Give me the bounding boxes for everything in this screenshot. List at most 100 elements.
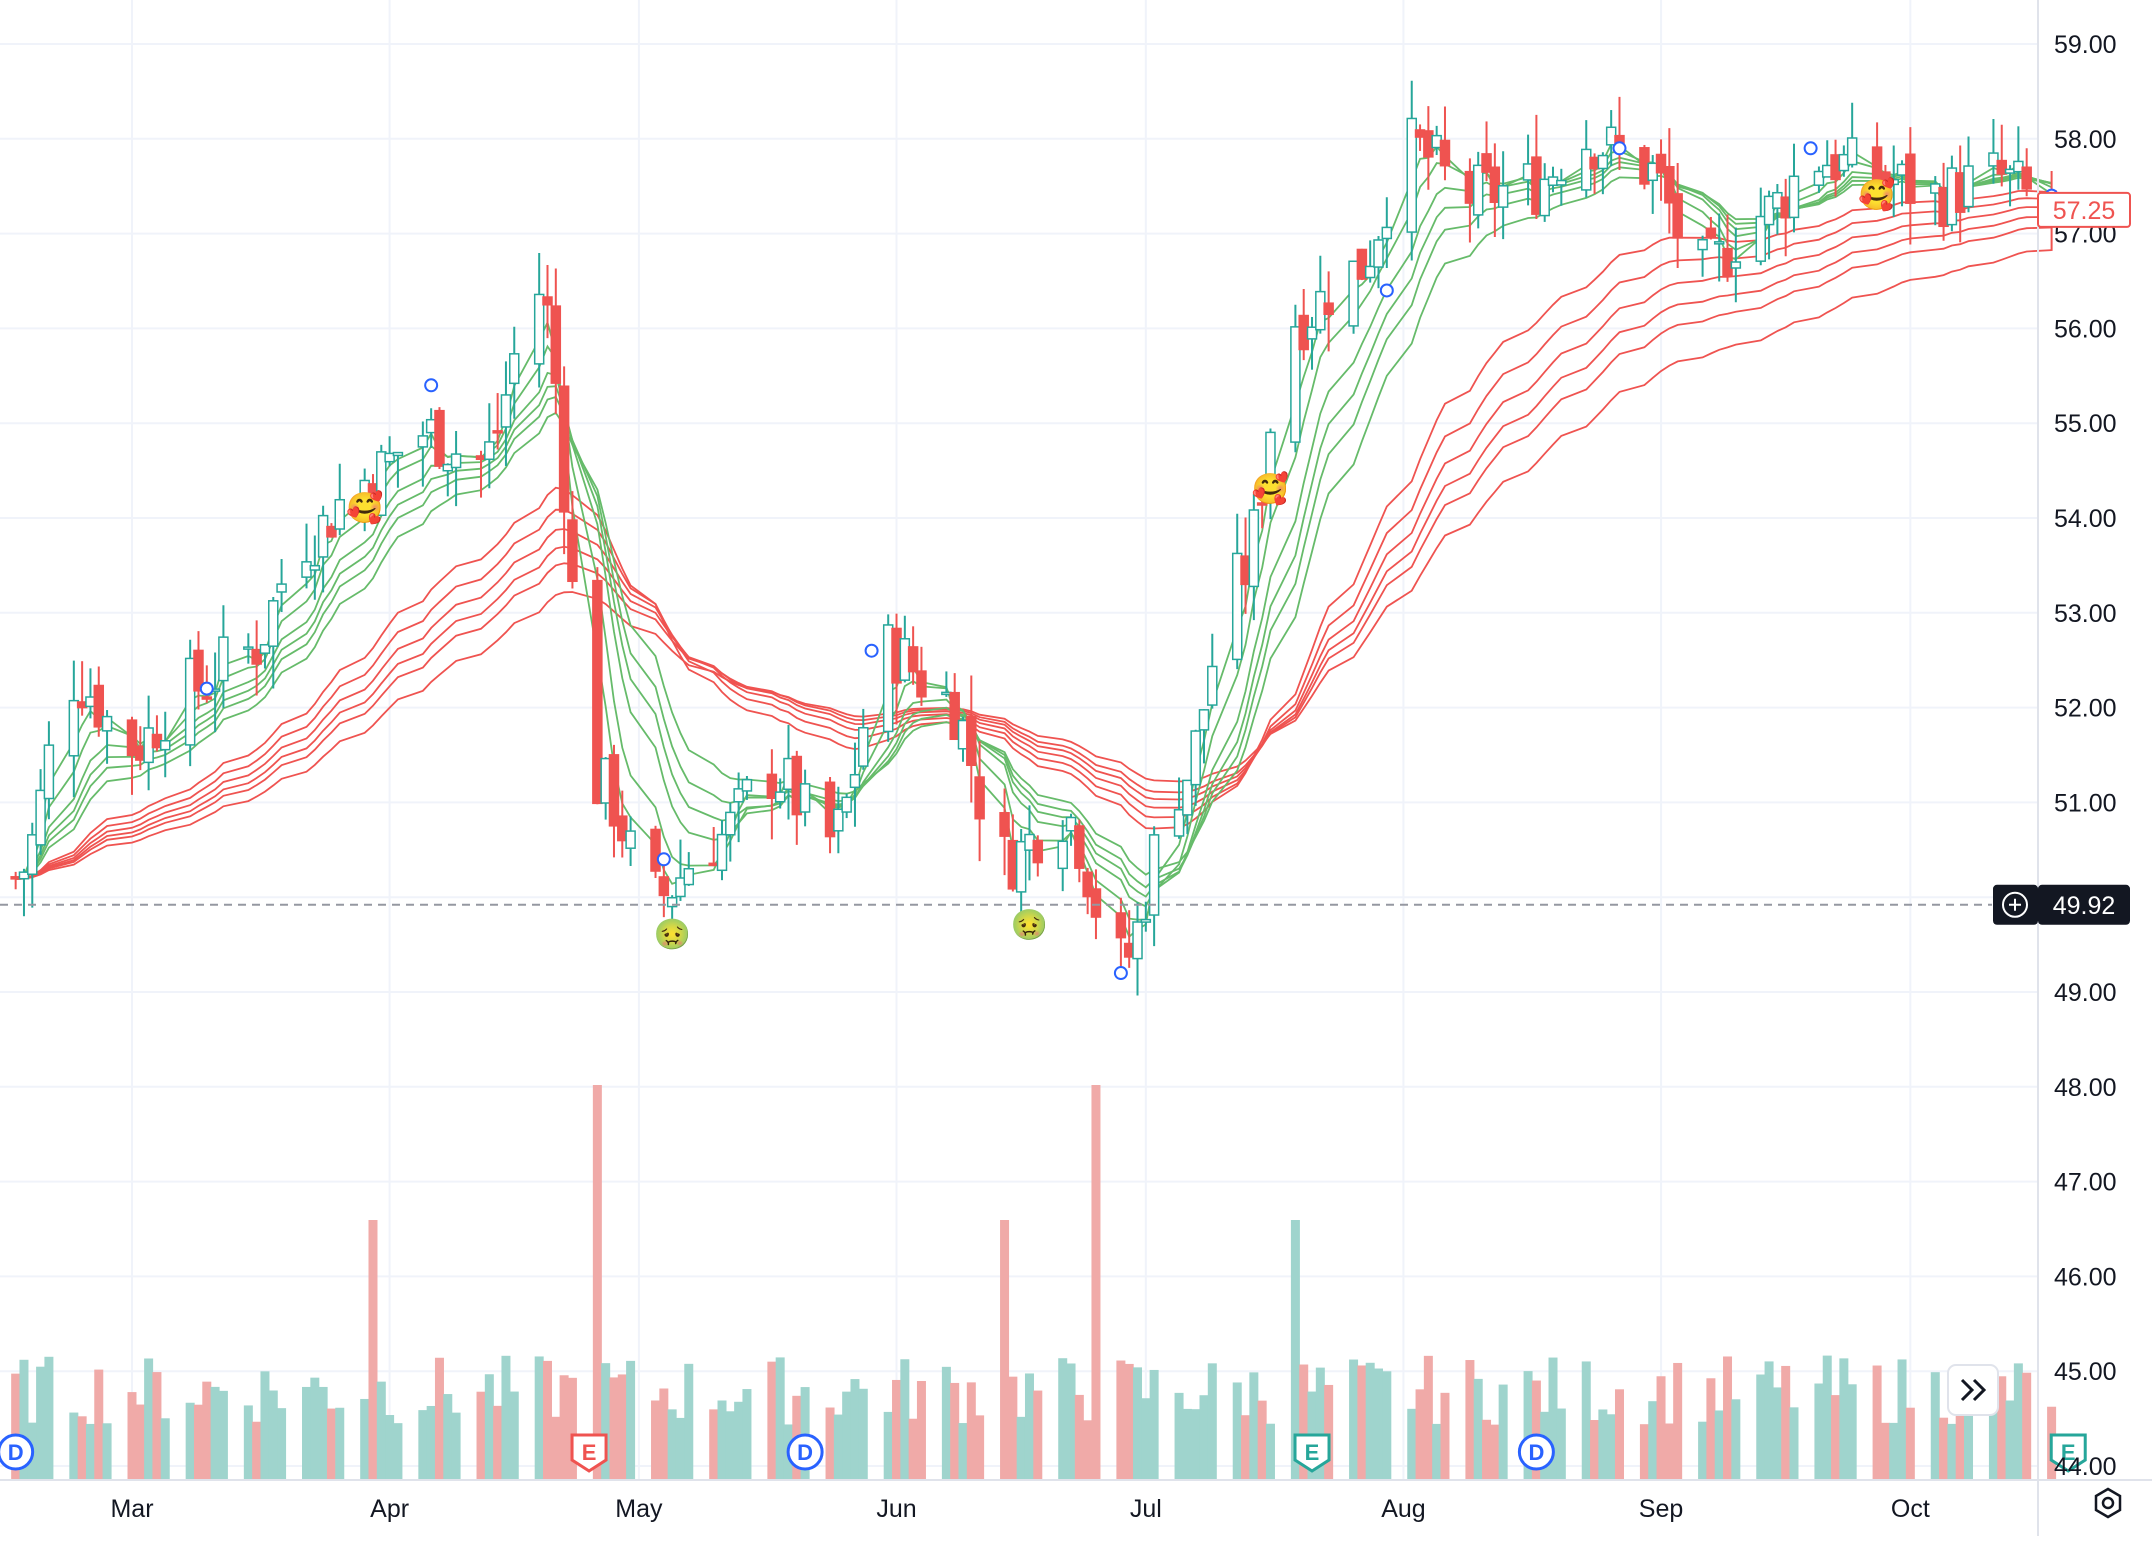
candle-body [1198,709,1210,731]
candle-body [1290,326,1301,443]
candle-body [1963,165,1974,208]
candle-body [675,877,686,898]
candle-body [1788,175,1800,219]
volume-bar [318,1386,328,1480]
volume-bar [202,1381,212,1480]
signal-circle-marker[interactable] [1612,141,1627,156]
candle-body [1905,153,1916,204]
volume-bar [667,1409,677,1480]
price-tick-label: 51.00 [2054,789,2117,817]
volume-bar [1673,1362,1683,1480]
time-tick-label: Sep [1639,1495,1683,1523]
volume-bar [1182,1408,1192,1480]
earnings-marker[interactable]: E [570,1433,608,1473]
candle-body [1713,241,1725,245]
signal-circle-marker[interactable] [864,643,879,658]
dividend-marker[interactable]: D [0,1433,35,1471]
candle-body [1248,509,1260,588]
volume-bar [501,1355,511,1480]
price-tick-label: 58.00 [2054,126,2117,154]
candle-body [376,451,387,517]
candle-body [1988,152,1999,167]
volume-bar [19,1359,29,1480]
volume-bar [218,1390,228,1480]
candle-body [1705,227,1717,238]
volume-bar [1357,1365,1367,1480]
volume-bar [418,1410,428,1480]
volume-bar [376,1381,386,1480]
volume-bar [1606,1414,1616,1480]
time-axis[interactable]: Mar Apr May Jun Jul Aug Sep Oct [110,1495,1929,1523]
slow-ma-line [15,189,2052,880]
candle-body [625,830,636,849]
volume-bar [77,1416,87,1480]
time-tick-label: Aug [1381,1495,1425,1523]
candle-body [434,409,445,467]
earnings-marker[interactable]: E [1293,1433,1331,1473]
emoji-annotation[interactable]: 🥰 [346,489,383,525]
volume-bar [1299,1364,1309,1480]
signal-circle-marker[interactable] [199,681,214,696]
candle-body [1489,166,1501,204]
candle-body [658,876,670,897]
emoji-annotation[interactable]: 🥰 [1252,470,1289,506]
hexagon-settings-icon[interactable] [2094,1487,2122,1519]
volume-bar [684,1363,694,1480]
candle-body [592,579,603,805]
time-tick-label: Oct [1891,1495,1930,1523]
emoji-annotation[interactable]: 🥰 [1858,176,1895,212]
signal-circle-marker[interactable] [1113,966,1128,981]
volume-bar [941,1366,951,1480]
candle-body [916,670,927,698]
signal-circle-marker[interactable] [1803,141,1818,156]
earnings-marker[interactable]: E [2049,1433,2087,1473]
plus-ring [2002,891,2028,918]
price-tick-label: 52.00 [2054,695,2117,723]
double-chevron-right-icon[interactable] [1947,1364,1999,1416]
signal-circle-marker[interactable] [424,378,439,393]
volume-bar [1590,1420,1600,1480]
signal-circle-marker[interactable] [1379,283,1394,298]
volume-bar [1423,1355,1433,1480]
candle-body [1381,226,1393,240]
candle-body [1015,840,1027,893]
candle-body [1556,179,1567,186]
volume-bar [277,1408,287,1480]
candle-body [1082,871,1093,898]
candle-body [1597,154,1609,170]
candle-body [558,385,570,513]
volume-bar [360,1398,370,1480]
volume-bar [916,1381,926,1480]
volume-bar [1074,1394,1084,1480]
candle-body [1655,153,1667,174]
signal-circle-marker[interactable] [656,852,671,867]
price-tick-label: 44.00 [2054,1453,2117,1481]
emoji-annotation[interactable]: 🤢 [653,918,690,952]
marker-label: D [797,1440,813,1465]
volume-bar [1997,1376,2007,1480]
volume-bar [210,1386,220,1480]
candle-body [500,394,512,428]
plus-icon[interactable] [1993,884,2038,925]
candle-body [1032,839,1044,864]
price-tick-label: 48.00 [2054,1074,2117,1102]
candle-body [68,699,80,757]
volume-bar [626,1360,636,1480]
candle-body [766,773,778,799]
candle-body [774,791,786,803]
volume-bar [1091,1085,1101,1480]
volume-bar [1523,1371,1533,1480]
candle-body [1182,779,1193,816]
volume-bar [476,1391,486,1480]
volume-bar [725,1411,735,1480]
dividend-marker[interactable]: D [1517,1433,1555,1471]
candle-body [509,353,520,385]
dividend-marker[interactable]: D [786,1433,824,1471]
fast-ma-line [15,150,2052,921]
emoji-annotation[interactable]: 🤢 [1011,908,1048,942]
volume-bar [1490,1424,1500,1480]
volume-bar [975,1415,985,1480]
candle-body [1074,825,1085,869]
